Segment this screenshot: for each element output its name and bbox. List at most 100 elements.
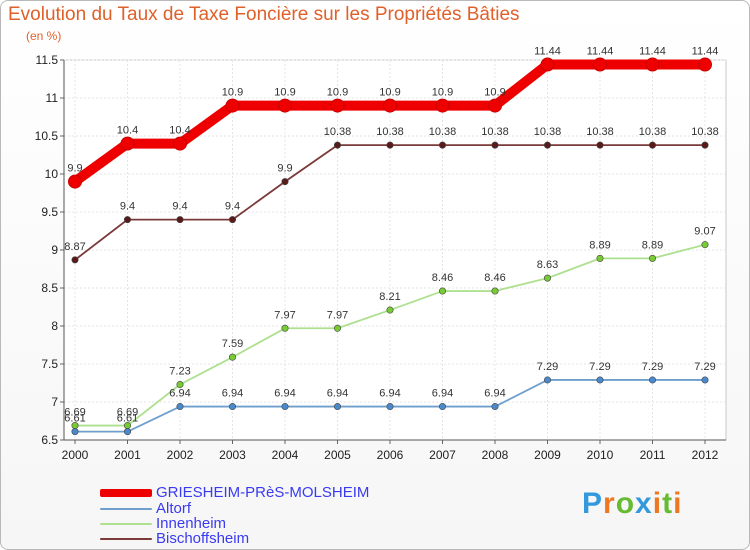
data-point [330,98,345,113]
data-point [386,403,394,411]
data-point [333,141,341,149]
data-label: 10.9 [274,87,295,99]
x-tick-label: 2008 [482,448,509,462]
legend-swatch [100,508,152,510]
data-label: 6.94 [484,388,505,400]
data-point [596,141,604,149]
data-label: 10.38 [324,126,352,138]
data-label: 8.89 [642,239,663,251]
data-point [645,57,660,72]
data-point [543,141,551,149]
data-label: 9.4 [225,201,240,213]
data-point [333,324,341,332]
x-tick-label: 2005 [324,448,351,462]
data-label: 6.94 [169,388,190,400]
data-label: 7.29 [537,361,558,373]
data-point [491,287,499,295]
logo-letter: t [662,487,674,520]
data-label: 9.9 [277,163,292,175]
x-tick-label: 2007 [429,448,456,462]
data-label: 7.59 [222,338,243,350]
data-point [435,98,450,113]
legend-label: Innenheim [156,515,227,532]
data-point [120,136,135,151]
data-label: 11.44 [692,46,719,58]
y-tick-label: 10 [45,167,59,181]
y-tick-label: 11 [46,91,59,105]
data-point [176,381,184,389]
data-label: 8.63 [537,259,558,271]
data-point [383,98,397,113]
chart-title: Evolution du Taux de Taxe Foncière sur l… [8,4,520,25]
data-label: 6.94 [222,388,243,400]
data-point [68,174,82,189]
data-label: 6.69 [64,407,85,419]
data-label: 8.87 [64,241,85,253]
data-point [701,241,709,249]
data-point [648,141,656,149]
logo-letter: i [673,487,683,520]
data-point [488,98,502,113]
data-label: 8.46 [484,272,505,284]
data-point [701,141,709,149]
data-point [176,216,184,224]
data-point [701,376,709,384]
data-point [543,376,551,384]
x-tick-label: 2003 [219,448,246,462]
data-label: 11.44 [639,46,666,58]
data-point [491,403,499,411]
legend-item: Altorf [100,501,191,516]
logo-letter: i [652,487,663,520]
legend-swatch [100,523,152,525]
data-point [593,57,607,72]
data-label: 6.69 [117,407,138,419]
data-point [386,141,394,149]
data-label: 6.61 [64,413,85,425]
x-tick-label: 2009 [534,448,561,462]
data-label: 7.97 [327,309,348,321]
x-tick-label: 2001 [114,448,141,462]
data-point [438,403,446,411]
y-tick-label: 9 [51,243,58,257]
data-label: 10.9 [379,87,400,99]
data-point [173,136,187,151]
data-point [124,216,132,224]
data-label: 9.07 [694,226,715,238]
data-label: 10.9 [484,87,505,99]
data-point [124,428,132,436]
legend-swatch [100,489,152,497]
data-point [543,274,551,282]
data-point [386,306,394,314]
y-tick-label: 8.5 [41,281,58,295]
legend-item: GRIESHEIM-PRèS-MOLSHEIM [100,485,369,500]
y-tick-label: 6.5 [41,433,58,447]
data-point [648,376,656,384]
data-point [278,98,292,113]
y-tick-label: 9.5 [41,205,58,219]
data-label: 10.38 [586,126,614,138]
data-label: 7.29 [642,361,663,373]
data-point [648,254,656,262]
data-point [281,403,289,411]
data-label: 8.21 [379,291,400,303]
plot-area [63,59,727,441]
y-tick-label: 11.5 [36,53,59,67]
data-point [596,254,604,262]
data-label: 6.94 [327,388,348,400]
legend-swatch [100,538,152,540]
data-label: 10.9 [222,87,243,99]
logo-letter: r [603,487,616,520]
data-label: 8.89 [589,239,610,251]
logo-letter: P [582,487,604,520]
x-tick-label: 2004 [272,448,299,462]
chart-unit: (en %) [26,29,62,43]
y-tick-label: 10.5 [35,129,59,143]
data-label: 10.38 [691,126,719,138]
x-tick-label: 2002 [167,448,194,462]
data-point [71,256,79,264]
data-point [229,216,237,224]
data-point [225,98,240,113]
logo-letter: o [615,487,636,520]
data-point [491,141,499,149]
